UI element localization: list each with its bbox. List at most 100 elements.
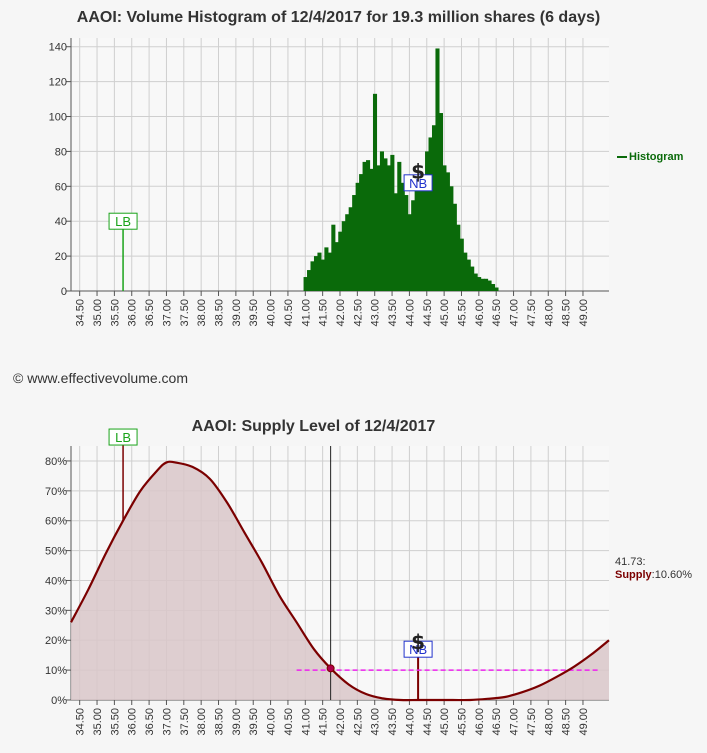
y-tick-label: 120 xyxy=(49,77,67,89)
x-tick-label: 40.50 xyxy=(283,708,295,736)
x-tick-label: 43.50 xyxy=(387,299,399,327)
nb-marker-box xyxy=(403,640,433,658)
x-tick-label: 44.00 xyxy=(404,708,416,736)
histogram-bar xyxy=(376,165,381,291)
histogram-bar xyxy=(435,48,440,291)
histogram-bar xyxy=(359,174,364,291)
x-tick-label: 36.50 xyxy=(144,299,156,327)
x-tick-label: 38.00 xyxy=(196,299,208,327)
y-tick-label: 60 xyxy=(55,181,67,193)
x-tick-label: 42.00 xyxy=(335,299,347,327)
histogram-bar xyxy=(449,186,454,291)
y-tick-label: 40 xyxy=(55,216,67,228)
x-tick-label: 48.50 xyxy=(561,299,573,327)
y-tick-label: 40% xyxy=(45,575,67,587)
histogram-bar xyxy=(355,182,360,291)
y-tick-label: 80 xyxy=(55,146,67,158)
y-tick-label: 80% xyxy=(45,456,67,468)
histogram-bar xyxy=(303,277,308,291)
supply-readout-value: :10.60% xyxy=(651,569,693,581)
y-tick-label: 10% xyxy=(45,665,67,677)
y-tick-label: 50% xyxy=(45,546,67,558)
histogram-title: AAOI: Volume Histogram of 12/4/2017 for … xyxy=(76,9,601,26)
x-tick-label: 36.50 xyxy=(144,708,156,736)
histogram-bar xyxy=(307,270,312,291)
legend-label: Histogram xyxy=(629,151,684,163)
histogram-bar xyxy=(470,266,475,291)
y-tick-label: 0 xyxy=(61,286,67,298)
x-tick-label: 43.00 xyxy=(370,708,382,736)
histogram-bar xyxy=(331,224,336,291)
histogram-bar xyxy=(425,151,430,291)
nb-marker-label: NB xyxy=(409,176,427,191)
y-tick-label: 20% xyxy=(45,635,67,647)
histogram-bar xyxy=(397,161,402,291)
histogram-bar xyxy=(414,189,419,291)
x-tick-label: 35.00 xyxy=(92,299,104,327)
histogram-bar xyxy=(341,221,346,291)
histogram-bar xyxy=(383,158,388,291)
histogram-bar xyxy=(480,278,485,291)
histogram-bar xyxy=(369,168,374,291)
histogram-bar xyxy=(386,165,391,291)
x-tick-label: 46.00 xyxy=(474,299,486,327)
x-tick-label: 41.50 xyxy=(318,708,330,736)
x-tick-label: 44.00 xyxy=(404,299,416,327)
histogram-bar xyxy=(463,252,468,291)
x-tick-label: 34.50 xyxy=(75,299,87,327)
x-tick-label: 49.00 xyxy=(578,299,590,327)
x-tick-label: 47.00 xyxy=(509,299,521,327)
y-tick-label: 140 xyxy=(49,42,67,54)
histogram-bar xyxy=(442,165,447,291)
supply-area-fill xyxy=(71,461,609,701)
histogram-bar xyxy=(459,238,464,291)
x-tick-label: 39.00 xyxy=(231,708,243,736)
x-tick-label: 41.00 xyxy=(300,299,312,327)
legend-swatch xyxy=(617,156,627,159)
histogram-legend[interactable]: Histogram xyxy=(617,151,683,163)
lb-marker-box xyxy=(108,212,138,230)
histogram-bar xyxy=(431,125,437,291)
x-tick-label: 46.00 xyxy=(474,708,486,736)
x-tick-label: 39.50 xyxy=(248,299,260,327)
y-tick-label: 70% xyxy=(45,486,67,498)
histogram-bar xyxy=(466,259,471,291)
histogram-bar xyxy=(473,273,478,291)
x-tick-label: 42.50 xyxy=(352,299,364,327)
x-tick-label: 37.50 xyxy=(179,299,191,327)
lb-marker-label: LB xyxy=(115,214,131,229)
x-tick-label: 47.00 xyxy=(509,708,521,736)
x-tick-label: 47.50 xyxy=(526,299,538,327)
histogram-bar xyxy=(313,256,319,291)
histogram-bar xyxy=(404,195,409,291)
x-tick-label: 44.50 xyxy=(422,299,434,327)
histogram-bar xyxy=(334,242,339,291)
dollar-icon: $ xyxy=(411,630,425,654)
supply-title: AAOI: Supply Level of 12/4/2017 xyxy=(191,418,436,435)
x-tick-label: 43.00 xyxy=(370,299,382,327)
x-tick-label: 36.00 xyxy=(127,299,139,327)
x-tick-label: 41.00 xyxy=(300,708,312,736)
histogram-bar xyxy=(352,195,357,291)
histogram-bar xyxy=(390,154,395,291)
y-tick-label: 30% xyxy=(45,605,67,617)
dollar-icon: $ xyxy=(411,159,425,183)
x-tick-label: 39.50 xyxy=(248,708,260,736)
histogram-bar xyxy=(366,160,371,291)
x-tick-label: 45.00 xyxy=(439,299,451,327)
histogram-bar xyxy=(411,200,416,291)
x-tick-label: 37.50 xyxy=(179,708,191,736)
histogram-bar xyxy=(310,261,315,291)
x-tick-label: 40.00 xyxy=(266,299,278,327)
histogram-bar xyxy=(407,214,412,291)
x-tick-label: 48.50 xyxy=(561,708,573,736)
histogram-bar xyxy=(438,113,443,291)
y-tick-label: 0% xyxy=(51,695,67,707)
current-supply-point xyxy=(326,664,335,673)
x-tick-label: 48.00 xyxy=(543,299,555,327)
x-tick-label: 35.50 xyxy=(109,708,121,736)
x-tick-label: 42.50 xyxy=(352,708,364,736)
x-tick-label: 37.00 xyxy=(161,708,173,736)
x-tick-label: 38.50 xyxy=(214,299,226,327)
